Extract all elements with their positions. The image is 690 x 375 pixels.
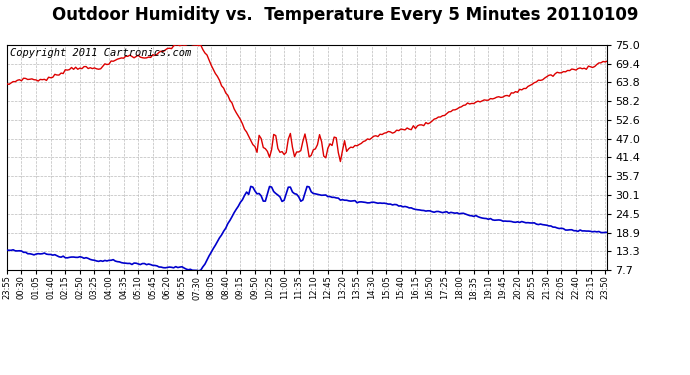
Text: Outdoor Humidity vs.  Temperature Every 5 Minutes 20110109: Outdoor Humidity vs. Temperature Every 5… xyxy=(52,6,638,24)
Text: Copyright 2011 Cartronics.com: Copyright 2011 Cartronics.com xyxy=(10,48,191,58)
